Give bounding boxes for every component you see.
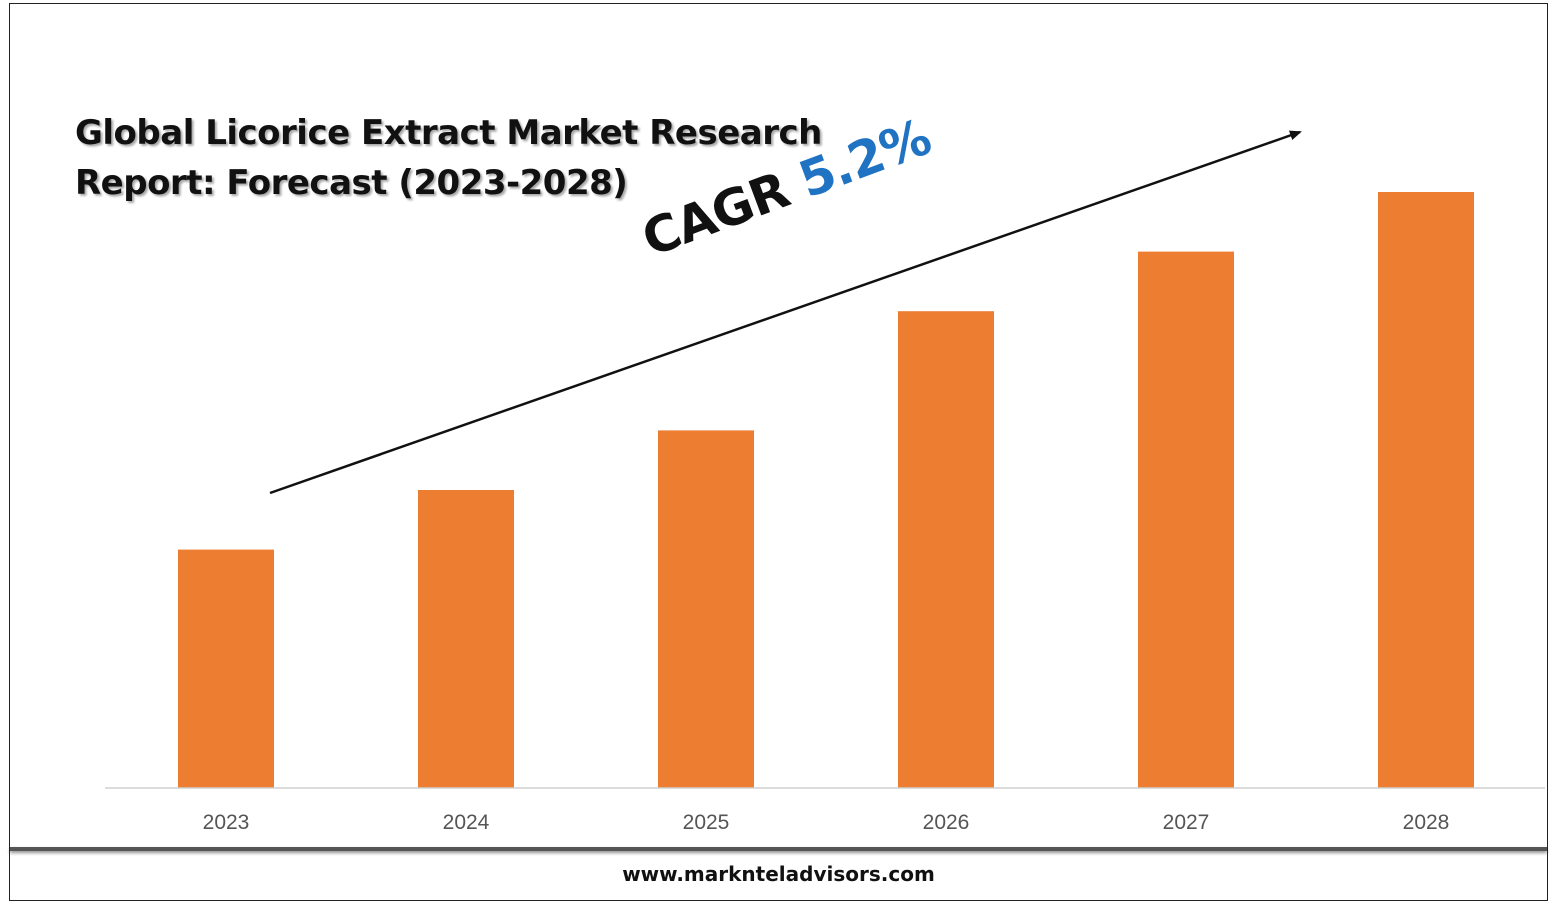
chart-title: Global Licorice Extract Market Research … <box>75 113 822 203</box>
x-tick-2027: 2027 <box>1163 811 1210 834</box>
bar-2025 <box>658 430 754 788</box>
bar-2027 <box>1138 251 1234 789</box>
footer-divider <box>10 847 1547 851</box>
trend-arrow <box>269 130 1302 495</box>
x-tick-2028: 2028 <box>1403 811 1450 834</box>
x-tick-2024: 2024 <box>443 811 490 834</box>
footer-website: www.marknteladvisors.com <box>622 862 935 886</box>
bar-2026 <box>898 311 994 788</box>
x-tick-2023: 2023 <box>203 811 250 834</box>
x-tick-2025: 2025 <box>683 811 730 834</box>
x-tick-2026: 2026 <box>923 811 970 834</box>
bar-2024 <box>418 490 514 788</box>
bar-2028 <box>1378 192 1474 788</box>
bar-2023 <box>178 549 274 788</box>
